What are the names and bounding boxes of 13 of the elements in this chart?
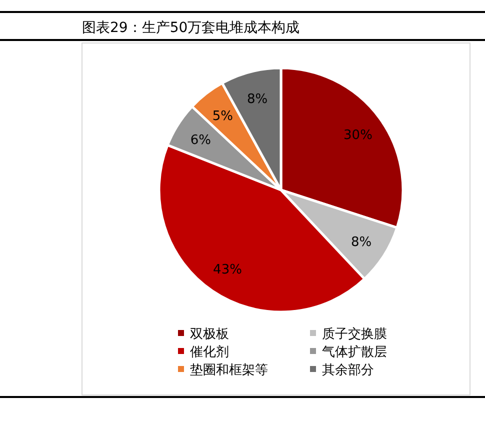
legend-label: 双极板 [190,326,229,341]
legend-label: 其余部分 [322,362,374,377]
data-label: 5% [212,108,233,124]
data-label: 8% [351,234,372,250]
data-label: 43% [213,262,242,278]
legend-label: 质子交换膜 [322,326,387,341]
legend-label: 催化剂 [190,344,229,359]
data-label: 6% [190,133,211,148]
chart-title: 图表29：生产50万套电堆成本构成 [82,20,300,36]
legend-label: 气体扩散层 [322,344,387,359]
data-label: 8% [247,92,268,107]
data-label: 30% [344,128,372,144]
legend-label: 垫圈和框架等 [190,362,268,377]
